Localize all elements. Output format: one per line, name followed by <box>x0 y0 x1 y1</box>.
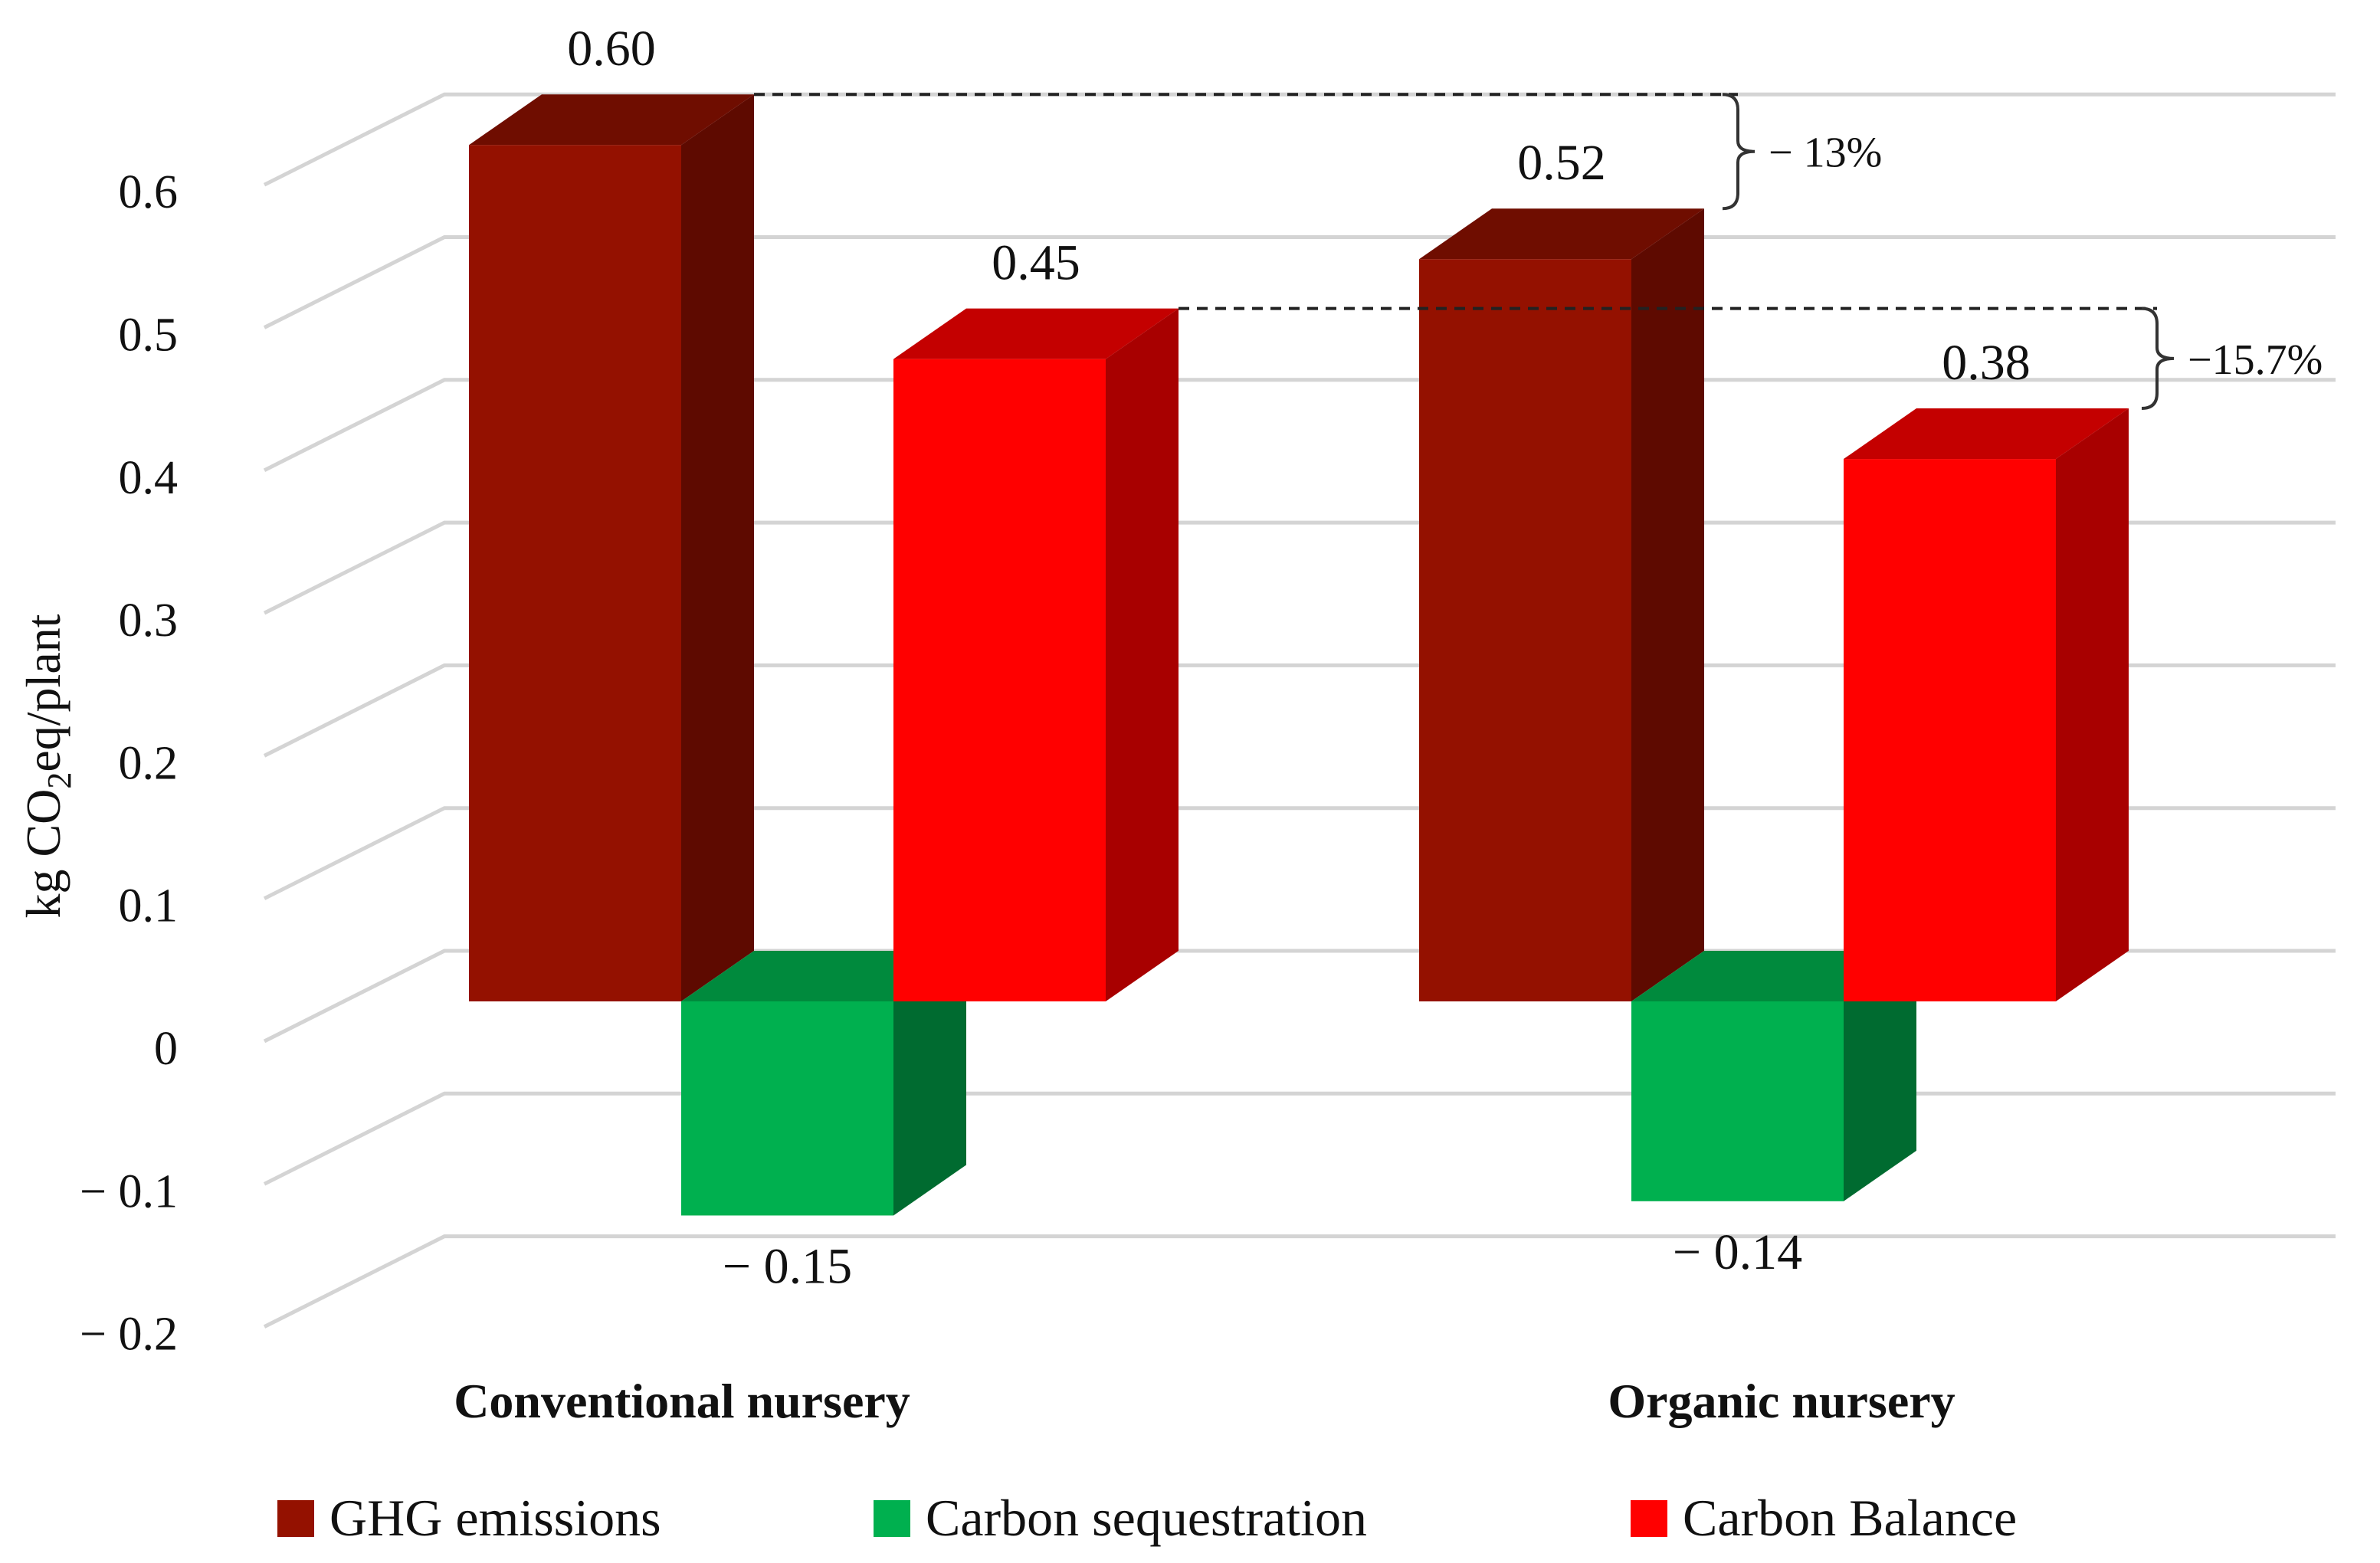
bar <box>1844 408 2129 1001</box>
legend: GHG emissions Carbon sequestration Carbon … <box>277 1489 2017 1547</box>
brace <box>1722 93 1755 211</box>
data-label: − 0.15 <box>723 1238 852 1294</box>
bar-front-face <box>1631 1001 1844 1201</box>
gridline <box>263 378 2336 473</box>
legend-swatch <box>874 1500 910 1537</box>
bar-front-face <box>1844 459 2056 1001</box>
gridline <box>263 663 2336 758</box>
data-label: 0.52 <box>1517 135 1606 191</box>
legend-label: Carbon Balance <box>1683 1489 2017 1547</box>
bar-side-face <box>2056 408 2129 1001</box>
bars <box>469 94 2129 1216</box>
data-label: − 0.14 <box>1673 1224 1802 1280</box>
y-axis-label: kg CO2eq/plant <box>16 614 78 918</box>
legend-swatch <box>277 1500 314 1537</box>
gridline <box>263 520 2336 615</box>
y-tick-label: 0.3 <box>119 595 179 647</box>
bar-front-face <box>1419 259 1631 1001</box>
y-tick-label: 0.4 <box>119 452 179 504</box>
y-tick-label: 0.6 <box>119 166 179 218</box>
data-label: 0.60 <box>567 21 656 77</box>
y-tick-label: 0.5 <box>119 310 179 362</box>
x-category-label: Organic nursery <box>1608 1374 1955 1428</box>
bar-top-face <box>1419 208 1704 260</box>
gridline <box>263 1091 2336 1186</box>
y-tick-label: − 0.2 <box>80 1309 178 1361</box>
x-category-label: Conventional nursery <box>454 1374 910 1428</box>
y-tick-label: 0.1 <box>119 880 179 932</box>
annotation-label: −15.7% <box>2188 336 2323 384</box>
bar <box>469 94 754 1002</box>
difference-annotation: − 13% <box>754 93 1882 211</box>
bar-top-face <box>893 308 1179 359</box>
data-labels: 0.60 0.52 − 0.15 − 0.14 0.45 0.38 <box>567 21 2031 1294</box>
y-tick-label: − 0.1 <box>80 1165 178 1217</box>
difference-annotation: −15.7% <box>1179 306 2323 411</box>
bar-side-face <box>1844 951 1916 1201</box>
gridline <box>263 1234 2336 1329</box>
bar-side-face <box>1106 308 1179 1001</box>
bar-front-face <box>681 1001 893 1216</box>
gridline <box>263 235 2336 329</box>
legend-item: Carbon sequestration <box>874 1489 1367 1547</box>
data-label: 0.45 <box>992 235 1080 291</box>
annotation-label: − 13% <box>1769 129 1882 177</box>
bar-front-face <box>469 145 681 1002</box>
brace <box>2141 306 2175 411</box>
gridline <box>263 806 2336 900</box>
bar-side-face <box>1631 208 1704 1001</box>
y-tick-label: 0.2 <box>119 737 179 789</box>
bar-side-face <box>681 94 754 1002</box>
bar <box>893 308 1179 1001</box>
y-tick-label: 0 <box>154 1023 178 1075</box>
x-axis-categories: Conventional nursery Organic nursery <box>454 1374 1955 1428</box>
gridline <box>263 92 2336 187</box>
data-label: 0.38 <box>1942 335 2031 391</box>
bar-side-face <box>893 951 966 1216</box>
bar-top-face <box>469 94 754 146</box>
bar-front-face <box>893 359 1106 1001</box>
legend-swatch <box>1631 1500 1667 1537</box>
bar-top-face <box>1844 408 2129 460</box>
bar <box>1419 208 1704 1001</box>
legend-label: GHG emissions <box>329 1489 661 1547</box>
legend-label: Carbon sequestration <box>926 1489 1367 1547</box>
legend-item: GHG emissions <box>277 1489 661 1547</box>
annotations: − 13% −15.7% <box>754 93 2323 411</box>
legend-item: Carbon Balance <box>1631 1489 2017 1547</box>
gridlines <box>263 92 2336 1329</box>
y-axis-ticks: 0.6 0.5 0.4 0.3 0.2 0.1 0 − 0.1 − 0.2 <box>80 166 178 1360</box>
